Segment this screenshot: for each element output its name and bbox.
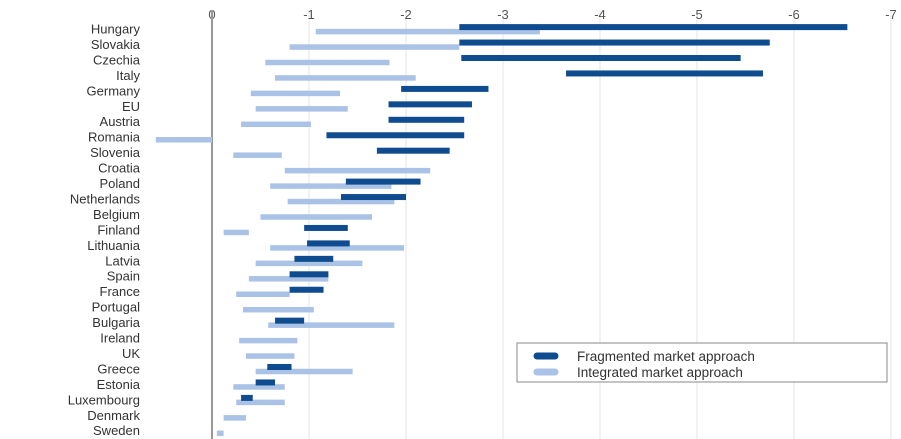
bar-integrated [270,245,405,251]
x-axis-ticks: 0-1-2-3-4-5-6-7 [208,7,896,22]
category-label: Poland [100,176,140,191]
bar-integrated [245,353,295,359]
category-label: Romania [88,130,141,145]
category-label: Slovakia [91,37,141,52]
category-label: Greece [97,361,140,376]
bar-fragmented [388,101,472,108]
x-tick-label: -4 [594,7,606,22]
bar-integrated [315,28,540,35]
category-label: Lithuania [87,238,141,253]
bar-fragmented [459,24,848,31]
bar-integrated [270,183,392,189]
category-label: Spain [107,269,140,284]
category-label: EU [122,99,140,114]
bar-fragmented [289,286,324,293]
bar-integrated [289,44,460,50]
bar-fragmented [267,364,292,370]
category-label: Denmark [87,408,140,423]
bar-integrated [287,198,395,205]
bar-fragmented [307,240,350,247]
bar-integrated [248,276,329,282]
category-label: Ireland [100,331,140,346]
category-label: Sweden [93,423,140,438]
category-label: Bulgaria [92,315,140,330]
bar-fragmented [304,224,348,231]
category-labels: HungarySlovakiaCzechiaItalyGermanyEUAust… [68,22,141,439]
bar-integrated [233,384,285,390]
category-label: Estonia [97,377,141,392]
bar-fragmented [345,178,421,185]
bar-integrated [255,106,348,112]
bar-integrated [236,291,290,297]
x-tick-label: -3 [497,7,509,22]
legend-label-integrated: Integrated market approach [577,365,743,380]
x-tick-label: -1 [303,7,315,22]
category-label: Hungary [91,22,141,37]
category-label: France [100,284,140,299]
bar-fragmented [376,147,450,154]
bar-fragmented [326,132,465,139]
category-label: UK [122,346,140,361]
category-label: Portugal [92,300,141,315]
bar-integrated [284,167,431,174]
bar-integrated [239,337,298,344]
bar-integrated [241,121,311,128]
bar-integrated [250,90,341,97]
bar-integrated [223,415,246,421]
bars [155,24,848,437]
category-label: Czechia [93,52,141,67]
bar-integrated [236,399,285,406]
bar-fragmented [388,116,465,123]
bar-integrated [268,322,395,328]
category-label: Austria [100,114,141,129]
bar-integrated [155,137,212,143]
bar-integrated [275,75,416,81]
legend: Fragmented market approach Integrated ma… [516,342,888,383]
category-label: Netherlands [70,191,141,206]
bar-fragmented [461,55,741,61]
x-tick-label: -6 [788,7,800,22]
bar-fragmented [459,39,770,46]
bar-fragmented [275,317,305,324]
category-label: Italy [116,68,140,83]
bar-integrated [255,368,353,375]
legend-box [516,342,888,383]
category-label: Finland [97,222,140,237]
category-label: Slovenia [90,145,141,160]
bar-integrated [255,260,363,267]
bar-integrated [233,152,282,158]
bar-fragmented [289,271,329,278]
bar-integrated [265,59,390,66]
bar-integrated [260,214,373,220]
category-label: Germany [87,83,141,98]
bar-integrated [216,430,224,437]
legend-label-fragmented: Fragmented market approach [577,349,755,364]
bar-integrated [243,306,314,313]
x-tick-label: -7 [885,7,897,22]
category-label: Luxembourg [68,392,140,407]
gridlines [308,10,892,439]
bar-fragmented [401,85,489,92]
bar-fragmented [566,70,763,77]
bar-fragmented [294,255,334,262]
category-label: Croatia [98,161,141,176]
bar-fragmented [241,394,253,401]
bar-fragmented [341,194,406,201]
bar-integrated [223,229,249,236]
x-tick-label: -5 [691,7,703,22]
bar-fragmented [255,379,276,386]
category-label: Latvia [105,253,140,268]
x-tick-label: -2 [400,7,412,22]
category-label: Belgium [93,207,140,222]
